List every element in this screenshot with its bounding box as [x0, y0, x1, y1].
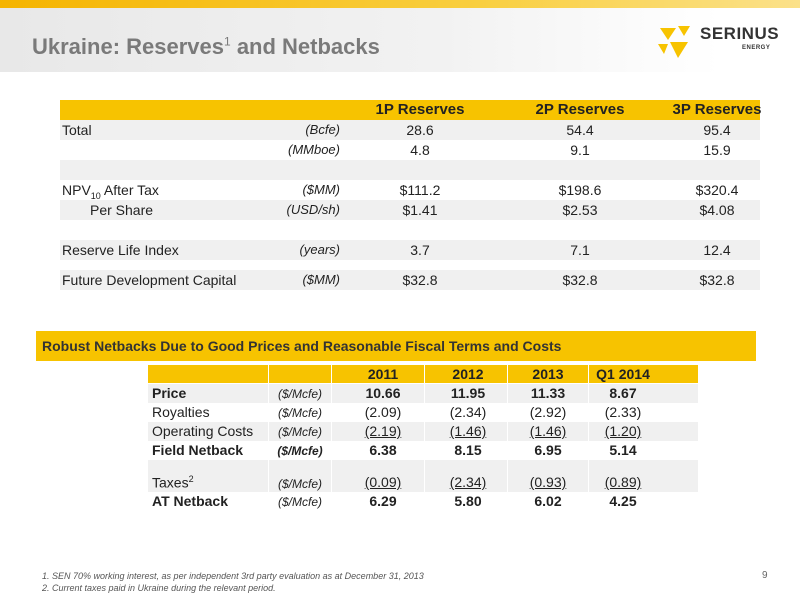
netbacks-divider	[331, 365, 332, 513]
reserves-row-npv: NPV10 After Tax ($MM) $111.2 $198.6 $320…	[62, 182, 739, 201]
reserves-spacer-row-3	[60, 260, 760, 270]
logo-subtitle: ENERGY	[742, 45, 771, 51]
reserves-row-total-bcfe: Total (Bcfe) 28.6 54.4 95.4	[60, 120, 760, 140]
top-accent-bar	[0, 0, 800, 8]
reserves-row-total-mmboe: (MMboe) 4.8 9.1 15.9	[287, 142, 731, 158]
reserves-row-per-share: Per Share (USD/sh) $1.41 $2.53 $4.08	[60, 200, 760, 220]
reserves-spacer-row-2	[60, 220, 760, 240]
netbacks-row-at-netback: AT Netback ($/Mcfe) 6.29 5.80 6.02 4.25	[152, 493, 637, 509]
netbacks-row-operating-costs: Operating Costs ($/Mcfe) (2.19) (1.46) (…	[148, 422, 698, 441]
netbacks-divider	[507, 365, 508, 513]
netbacks-banner-text: Robust Netbacks Due to Good Prices and R…	[42, 338, 562, 354]
reserves-row-fdc: Future Development Capital ($MM) $32.8 $…	[60, 270, 760, 290]
netbacks-header-row: 2011 2012 2013 Q1 2014	[148, 365, 698, 383]
netbacks-divider	[424, 365, 425, 513]
header-background	[0, 8, 800, 72]
netbacks-row-price: Price ($/Mcfe) 10.66 11.95 11.33 8.67	[148, 384, 698, 403]
netbacks-divider	[588, 365, 589, 513]
footnote-2: 2. Current taxes paid in Ukraine during …	[42, 583, 276, 593]
footnote-1: 1. SEN 70% working interest, as per inde…	[42, 571, 424, 581]
netbacks-row-royalties: Royalties ($/Mcfe) (2.09) (2.34) (2.92) …	[152, 404, 642, 420]
reserves-header-row: 1P Reserves 2P Reserves 3P Reserves	[60, 100, 761, 120]
netbacks-row-field-netback: Field Netback ($/Mcfe) 6.38 8.15 6.95 5.…	[152, 442, 637, 458]
col-2p: 2P Reserves	[535, 101, 625, 118]
netbacks-banner	[36, 331, 756, 361]
col-1p: 1P Reserves	[375, 101, 465, 118]
netbacks-divider	[268, 365, 269, 513]
netbacks-row-taxes: Taxes2 ($/Mcfe) (0.09) (2.34) (0.93) (0.…	[148, 460, 698, 492]
page-number: 9	[762, 570, 768, 581]
footnotes: 1. SEN 70% working interest, as per inde…	[42, 570, 424, 594]
page-title: Ukraine: Reserves1 and Netbacks	[32, 34, 380, 59]
reserves-spacer-row	[60, 160, 760, 180]
col-3p: 3P Reserves	[672, 101, 762, 118]
reserves-row-rli: Reserve Life Index (years) 3.7 7.1 12.4	[60, 240, 760, 260]
logo-name: SERINUS	[700, 24, 780, 43]
serinus-logo-icon	[658, 26, 690, 58]
